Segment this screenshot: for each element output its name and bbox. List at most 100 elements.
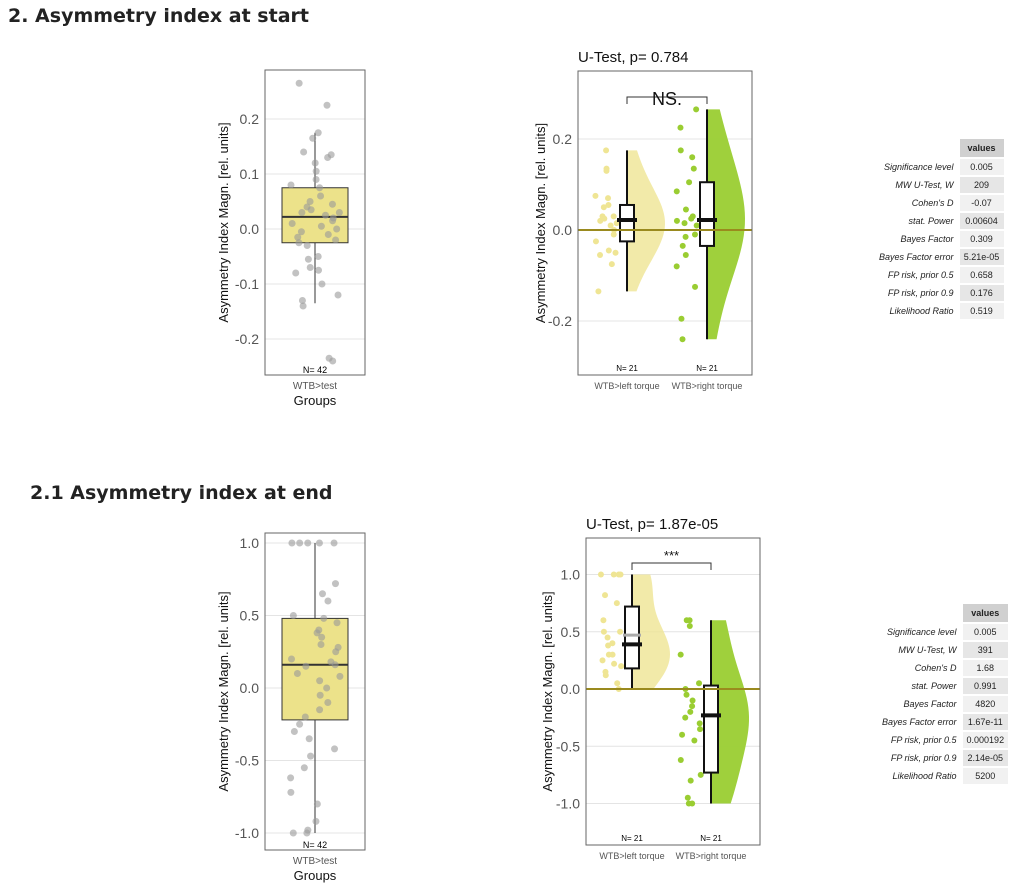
data-point — [592, 238, 599, 245]
table-row: FP risk, prior 0.9 0.176 — [875, 285, 1004, 301]
data-point — [602, 592, 609, 599]
data-point — [317, 192, 325, 200]
data-point — [608, 261, 615, 268]
y-tick-label: -0.5 — [556, 738, 580, 754]
stat-value: 1.68 — [962, 660, 1009, 676]
data-point — [336, 672, 344, 680]
data-point — [334, 291, 342, 299]
data-point — [313, 629, 321, 637]
data-point — [287, 788, 295, 796]
significance-bracket — [631, 562, 712, 570]
data-point — [315, 539, 323, 547]
data-point — [697, 771, 704, 778]
data-point — [306, 198, 314, 205]
stat-value: 0.991 — [962, 678, 1009, 694]
y-tick-label: 0.2 — [553, 131, 573, 147]
y-tick-label: 0.0 — [561, 681, 581, 697]
table-header: values — [959, 139, 1004, 157]
data-point — [318, 633, 326, 641]
data-point — [612, 249, 619, 256]
plot-panel — [585, 537, 761, 846]
stat-label: Cohen's D — [911, 198, 954, 208]
data-point — [678, 315, 685, 322]
stat-label: stat. Power — [911, 681, 957, 691]
data-point — [332, 236, 340, 244]
data-point — [294, 233, 302, 241]
data-point — [293, 670, 301, 677]
data-point — [312, 176, 320, 183]
box — [281, 187, 349, 244]
stat-label: Significance level — [886, 627, 957, 637]
data-point — [290, 728, 298, 735]
data-point — [607, 222, 614, 229]
y-tick-label: -0.1 — [235, 276, 259, 292]
data-point — [304, 539, 312, 547]
box — [624, 605, 640, 670]
table-row: FP risk, prior 0.9 2.14e-05 — [878, 750, 1009, 766]
n-label: N= 21 — [616, 364, 638, 373]
data-point — [297, 228, 305, 236]
plot-panel — [264, 69, 366, 376]
data-point — [287, 181, 295, 189]
stat-label: MW U-Test, W — [898, 645, 957, 655]
y-tick-label: 1.0 — [240, 535, 260, 551]
data-point — [673, 217, 680, 224]
table-row: FP risk, prior 0.5 0.000192 — [878, 732, 1009, 748]
table-row: stat. Power 0.00604 — [875, 213, 1004, 229]
data-point — [610, 231, 617, 238]
data-point — [314, 129, 322, 137]
data-point — [288, 220, 296, 227]
stats-table-start: values Significance level 0.005 MW U-Test, … — [875, 137, 1004, 321]
data-point — [688, 215, 695, 222]
data-point — [316, 184, 324, 192]
data-point — [324, 231, 332, 238]
data-point — [289, 612, 297, 619]
data-point — [597, 252, 604, 259]
data-point — [679, 242, 686, 249]
data-point — [307, 752, 315, 760]
n-label: N= 21 — [621, 834, 643, 843]
data-point — [316, 706, 324, 714]
data-point — [603, 147, 610, 154]
significance-bracket — [626, 96, 708, 104]
plot-panel — [577, 70, 753, 376]
stat-label: FP risk, prior 0.5 — [887, 270, 954, 280]
density-cloud — [707, 109, 745, 340]
stat-value: 0.519 — [959, 303, 1004, 319]
data-point — [304, 255, 312, 263]
data-point — [298, 297, 306, 304]
data-point — [682, 233, 689, 240]
plot-panel — [264, 532, 366, 851]
data-point — [329, 357, 337, 365]
stat-label: Likelihood Ratio — [889, 306, 954, 316]
data-point — [617, 628, 624, 635]
data-point — [298, 209, 306, 216]
data-point — [689, 154, 696, 161]
x-axis-label: Groups — [294, 393, 337, 408]
table-row: Significance level 0.005 — [875, 159, 1004, 175]
data-point — [687, 708, 694, 715]
stat-label: Bayes Factor — [903, 699, 957, 709]
data-point — [600, 204, 607, 211]
table-row: Likelihood Ratio 5200 — [878, 768, 1009, 784]
y-tick-label: 0.5 — [561, 624, 581, 640]
data-point — [691, 737, 698, 744]
stat-value: 0.658 — [959, 267, 1004, 283]
table-row: Bayes Factor 0.309 — [875, 231, 1004, 247]
data-point — [318, 590, 326, 598]
data-point — [288, 539, 296, 547]
y-tick-label: -1.0 — [556, 796, 580, 812]
chart-title: U-Test, p= 1.87e-05 — [586, 516, 718, 533]
stat-label: Bayes Factor — [900, 234, 954, 244]
data-point — [303, 829, 311, 837]
table-row: MW U-Test, W 391 — [878, 642, 1009, 658]
data-point — [618, 663, 625, 670]
x-tick-label: WTB>test — [293, 381, 337, 392]
y-tick-label: 0.0 — [240, 680, 260, 696]
stat-label: FP risk, prior 0.9 — [887, 288, 954, 298]
y-tick-label: 0.5 — [240, 608, 260, 624]
section-heading-end: 2.1 Asymmetry index at end — [30, 482, 333, 504]
data-point — [324, 699, 332, 706]
data-point — [289, 829, 297, 837]
table-row: Likelihood Ratio 0.519 — [875, 303, 1004, 319]
